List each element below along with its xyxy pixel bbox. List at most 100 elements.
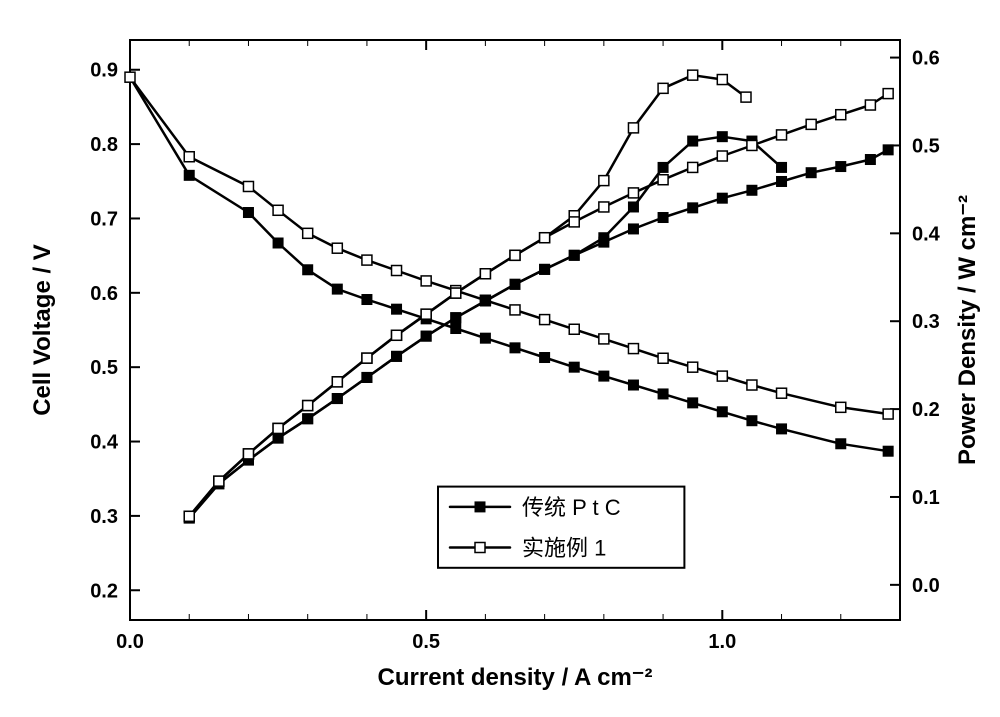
marker-filled-square [658,162,668,172]
marker-filled-square [243,208,253,218]
marker-filled-square [777,162,787,172]
marker-filled-square [332,394,342,404]
marker-open-square [540,233,550,243]
marker-filled-square [658,389,668,399]
marker-filled-square [747,185,757,195]
marker-open-square [836,402,846,412]
marker-open-square [599,202,609,212]
yr-tick-label: 0.5 [912,135,940,157]
marker-open-square [777,130,787,140]
marker-filled-square [303,265,313,275]
series-peak-power-traditional [189,137,781,518]
marker-filled-square [569,250,579,260]
marker-open-square [717,75,727,85]
marker-open-square [421,276,431,286]
marker-open-square [125,72,135,82]
marker-filled-square [475,502,485,512]
yl-axis-label: Cell Voltage / V [29,244,56,416]
marker-filled-square [688,203,698,213]
x-tick-label: 0.0 [116,631,144,653]
marker-open-square [332,377,342,387]
marker-filled-square [747,416,757,426]
marker-filled-square [273,238,283,248]
marker-filled-square [392,304,402,314]
marker-filled-square [658,213,668,223]
marker-filled-square [480,333,490,343]
x-tick-label: 0.5 [412,631,440,653]
marker-filled-square [510,343,520,353]
marker-open-square [628,123,638,133]
marker-open-square [865,100,875,110]
marker-filled-square [510,279,520,289]
series-line-power-example1 [189,94,888,517]
yl-tick-label: 0.9 [90,60,118,82]
marker-filled-square [836,439,846,449]
marker-open-square [628,344,638,354]
marker-filled-square [883,446,893,456]
yr-axis-label: Power Density / W cm⁻² [954,195,981,465]
marker-filled-square [421,331,431,341]
marker-open-square [480,269,490,279]
marker-filled-square [717,193,727,203]
yr-tick-label: 0.4 [912,223,941,245]
marker-open-square [569,324,579,334]
yl-tick-label: 0.5 [90,357,118,379]
marker-open-square [510,250,520,260]
chart-container: { "chart": { "type": "dual-axis-line", "… [0,0,1000,717]
marker-open-square [883,409,893,419]
marker-open-square [688,362,698,372]
marker-open-square [273,205,283,215]
marker-filled-square [806,168,816,178]
yl-tick-label: 0.2 [90,580,118,602]
marker-open-square [214,476,224,486]
marker-open-square [303,228,313,238]
marker-open-square [599,176,609,186]
marker-open-square [688,70,698,80]
marker-filled-square [451,324,461,334]
marker-filled-square [599,371,609,381]
marker-filled-square [451,313,461,323]
marker-open-square [747,380,757,390]
marker-filled-square [777,176,787,186]
legend-label: 实施例 1 [522,536,606,561]
marker-open-square [658,83,668,93]
marker-filled-square [540,353,550,363]
yr-tick-label: 0.2 [912,399,940,421]
marker-open-square [717,371,727,381]
marker-open-square [392,330,402,340]
marker-filled-square [362,295,372,305]
marker-filled-square [628,380,638,390]
marker-open-square [777,388,787,398]
marker-open-square [658,175,668,185]
marker-open-square [451,288,461,298]
yl-tick-label: 0.4 [90,432,119,454]
x-axis-label: Current density / A cm⁻² [378,664,653,691]
chart-svg: 0.00.51.0Current density / A cm⁻²0.20.30… [0,0,1000,717]
marker-open-square [747,140,757,150]
marker-open-square [569,217,579,227]
series-line-voltage-traditional [130,77,888,451]
marker-filled-square [717,132,727,142]
marker-filled-square [599,237,609,247]
marker-filled-square [332,284,342,294]
marker-open-square [883,89,893,99]
yl-tick-label: 0.6 [90,283,118,305]
yl-tick-label: 0.8 [90,134,118,156]
marker-open-square [332,243,342,253]
yr-tick-label: 0.6 [912,48,940,70]
yl-tick-label: 0.7 [90,208,118,230]
marker-filled-square [883,145,893,155]
marker-open-square [392,266,402,276]
legend-label: 传统 P t C [522,495,621,520]
marker-filled-square [392,351,402,361]
series-line-power-traditional [189,150,888,518]
marker-open-square [184,152,194,162]
marker-open-square [362,255,372,265]
marker-filled-square [777,424,787,434]
marker-filled-square [688,398,698,408]
marker-open-square [273,423,283,433]
marker-filled-square [362,372,372,382]
marker-filled-square [273,433,283,443]
marker-filled-square [184,170,194,180]
x-tick-label: 1.0 [708,631,736,653]
